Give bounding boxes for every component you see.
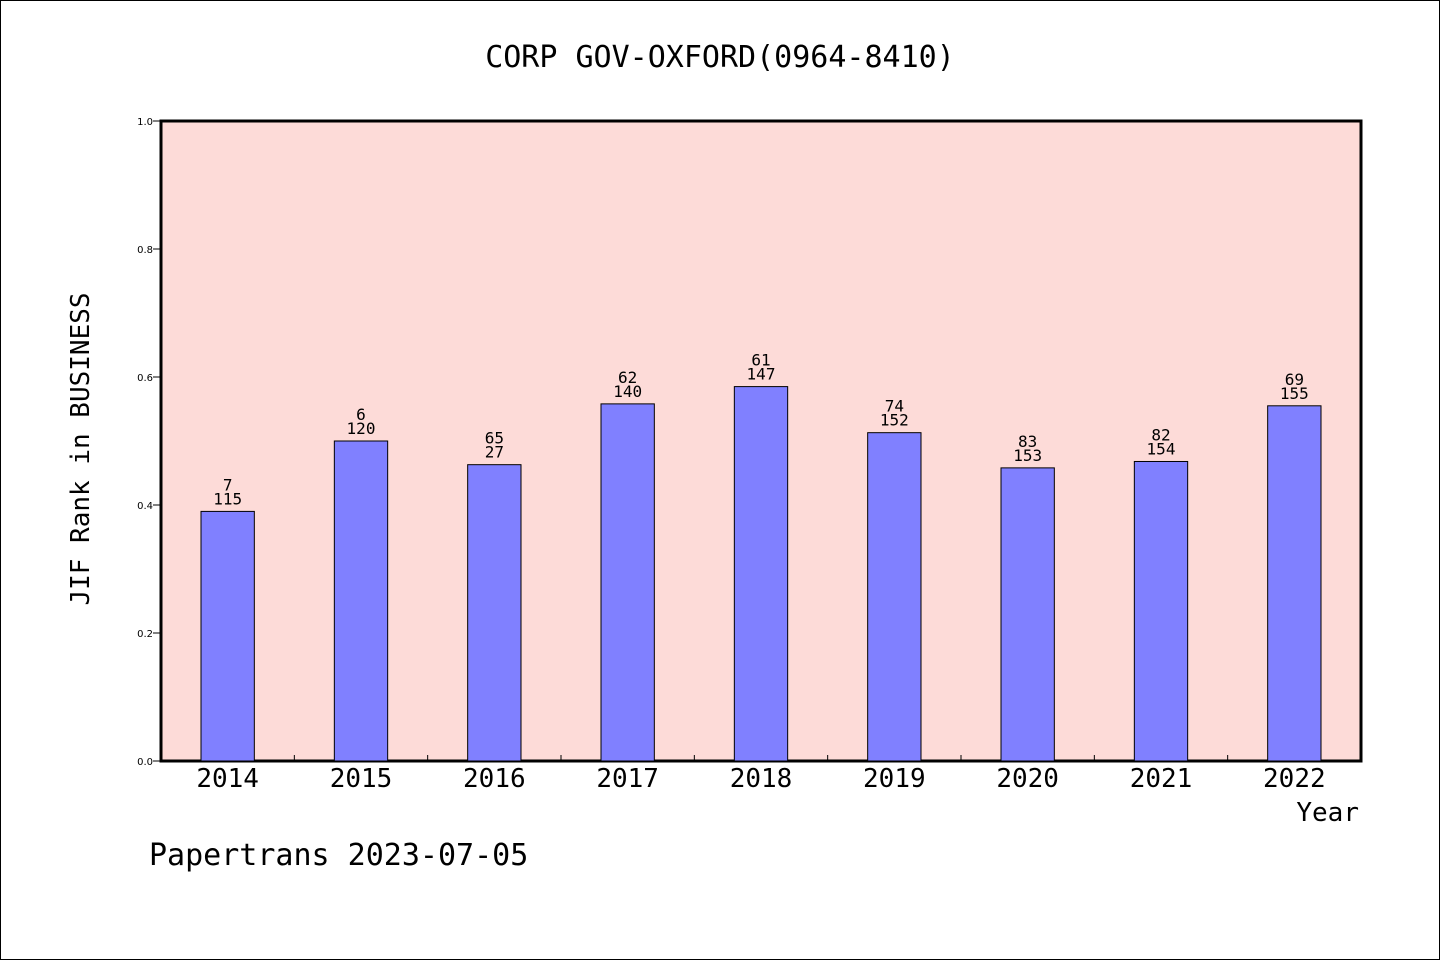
bar-total-label: 154	[1147, 439, 1176, 458]
bar-rank-label: 7	[223, 475, 233, 494]
x-axis-label: Year	[1296, 798, 1359, 828]
x-tick-label: 2021	[1130, 764, 1193, 794]
x-tick-label: 2020	[996, 764, 1059, 794]
bar-rank-label: 83	[1018, 432, 1037, 451]
y-tick-label: 0.2	[137, 629, 153, 640]
bar-total-label: 115	[213, 489, 242, 508]
chart-title: CORP GOV-OXFORD(0964-8410)	[485, 40, 955, 75]
y-tick-label: 0.4	[137, 501, 153, 512]
bar	[333, 440, 389, 762]
x-tick-label: 2016	[463, 764, 526, 794]
bar	[467, 464, 522, 762]
bar	[200, 510, 255, 762]
bar-total-label: 27	[485, 443, 504, 462]
y-tick-label: 0.8	[137, 245, 153, 256]
bar-total-label: 120	[347, 419, 376, 438]
footer-watermark: Papertrans 2023-07-05	[149, 838, 528, 873]
bar	[600, 403, 655, 762]
bar-rank-label: 61	[751, 351, 770, 370]
bar-rank-label: 74	[885, 397, 904, 416]
bar-rank-label: 6	[356, 405, 366, 424]
bar	[733, 386, 789, 762]
bar-total-label: 147	[747, 365, 776, 384]
x-tick-label: 2019	[863, 764, 926, 794]
x-tick-label: 2017	[596, 764, 659, 794]
x-axis: 2014 2015 2016 2017 2018 2019 2020 2021 2022	[196, 755, 1326, 794]
bar	[1267, 405, 1322, 762]
bar-total-label: 155	[1280, 384, 1309, 403]
y-axis: 0.0 0.2 0.4 0.6 0.8 1.0	[137, 117, 161, 768]
bar-total-label: 153	[1013, 446, 1042, 465]
bar-rank-label: 69	[1285, 370, 1304, 389]
bar	[1000, 467, 1055, 762]
x-tick-label: 2022	[1263, 764, 1326, 794]
bar	[867, 432, 922, 762]
bar-rank-label: 65	[485, 429, 504, 448]
y-tick-label: 0.0	[137, 757, 153, 768]
x-tick-label: 2015	[330, 764, 393, 794]
bar-rank-label: 62	[618, 368, 637, 387]
bar	[1133, 460, 1189, 762]
x-tick-label: 2014	[196, 764, 259, 794]
bar-total-label: 152	[880, 411, 909, 430]
y-tick-label: 1.0	[137, 117, 153, 128]
bar-rank-label: 82	[1151, 425, 1170, 444]
y-tick-label: 0.6	[137, 373, 153, 384]
bar-total-label: 140	[613, 382, 642, 401]
x-tick-label: 2018	[730, 764, 793, 794]
y-axis-label: JIF Rank in BUSINESS	[66, 292, 96, 605]
